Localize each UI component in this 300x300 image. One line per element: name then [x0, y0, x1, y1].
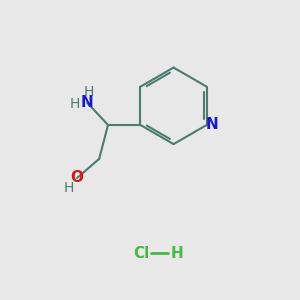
Text: N: N: [206, 118, 218, 133]
Text: O: O: [70, 170, 84, 185]
Text: H: H: [84, 85, 94, 99]
Text: H: H: [70, 98, 80, 111]
Text: H: H: [170, 246, 183, 261]
Text: N: N: [81, 95, 94, 110]
Text: Cl: Cl: [133, 246, 149, 261]
Text: H: H: [64, 181, 74, 195]
